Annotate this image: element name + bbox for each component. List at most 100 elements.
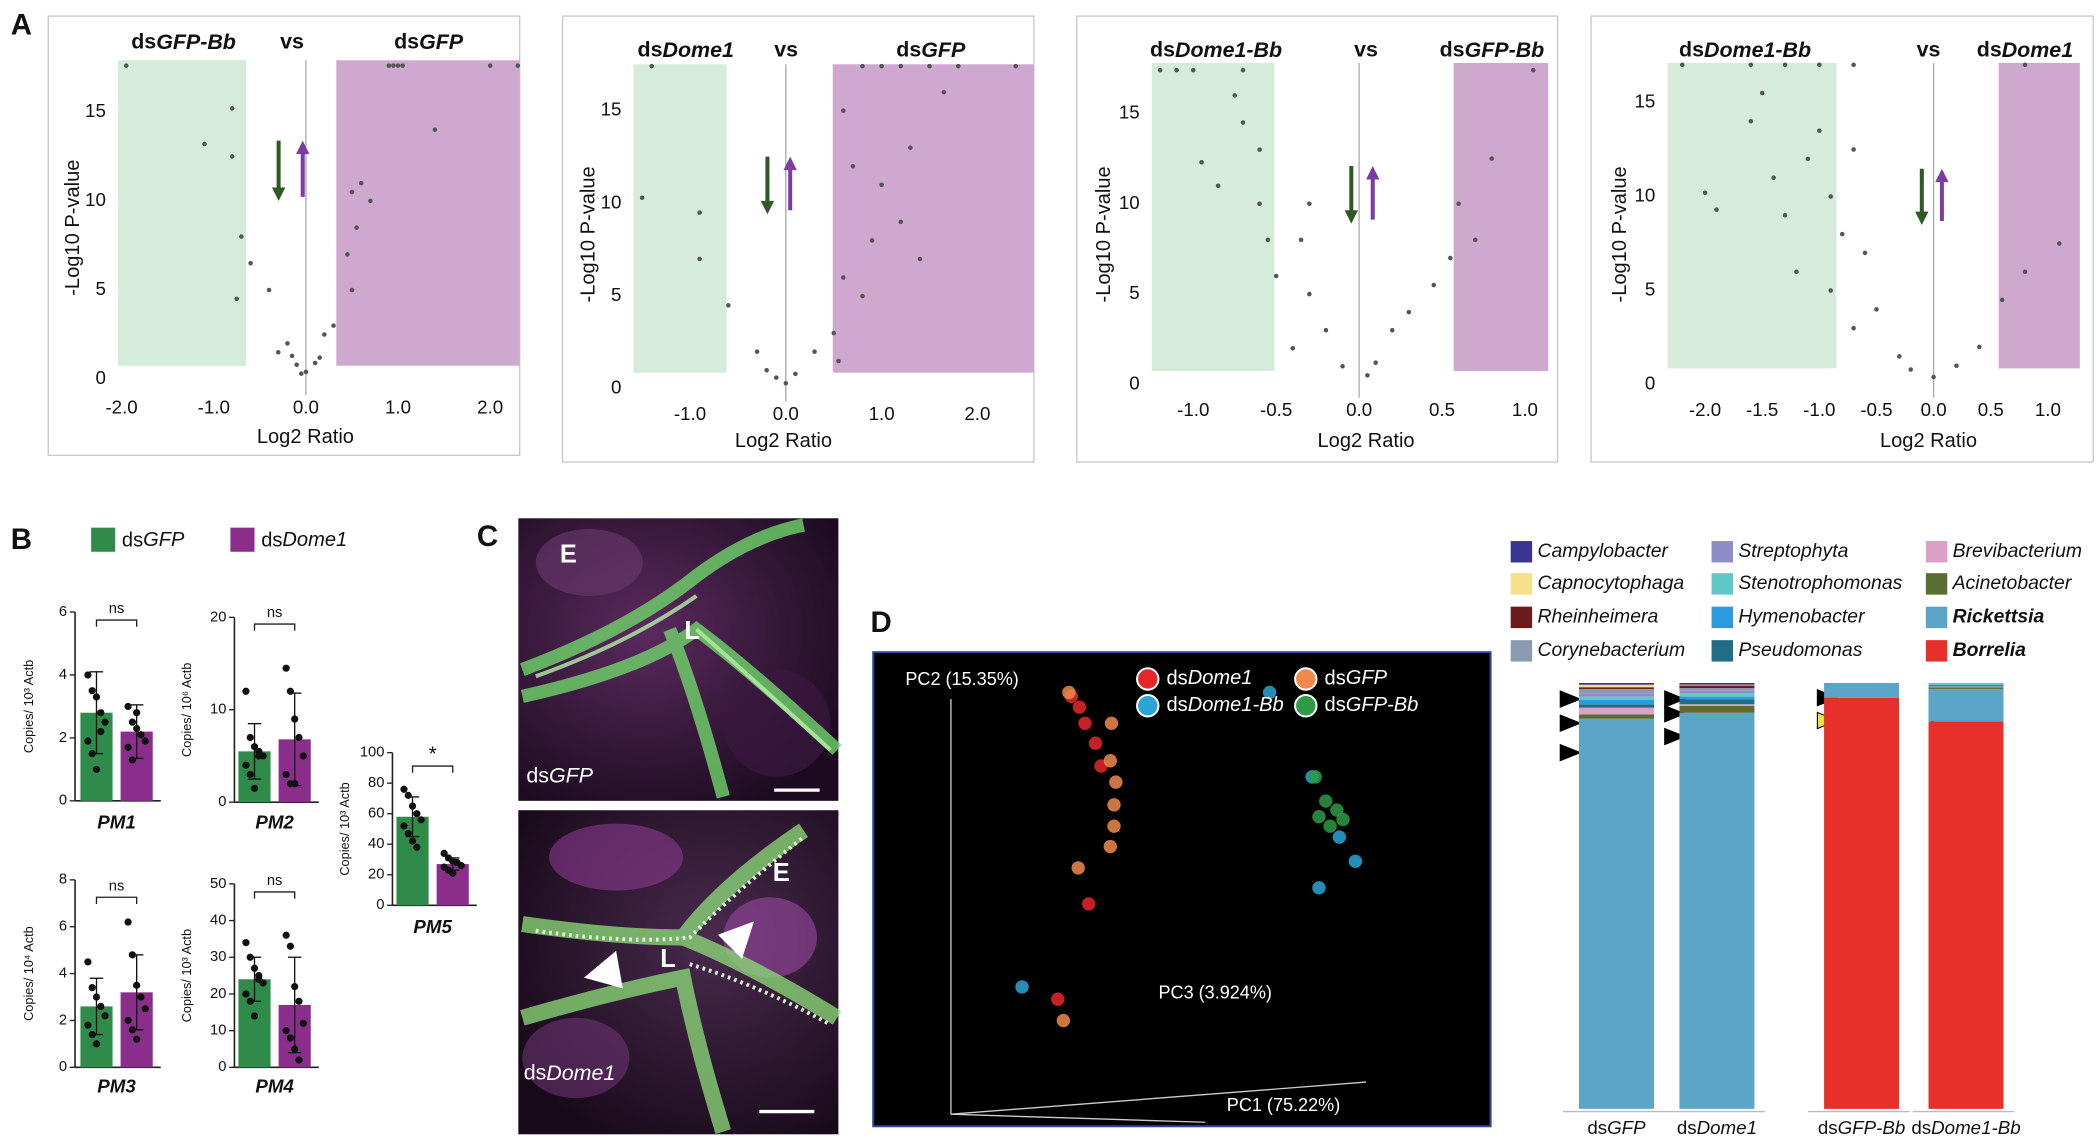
x-tick-label: -1.0 [1803,399,1835,420]
title-middle: vs [1917,38,1941,62]
data-point [908,145,913,151]
x-axis-label: Log2 Ratio [1317,430,1414,452]
data-point [860,293,865,299]
legend-swatch [230,527,255,552]
dot [246,953,254,961]
significance-bracket [253,623,296,631]
data-point [812,349,817,354]
data-point [697,210,702,215]
dot [101,1012,109,1020]
bar-segment [1928,721,2004,1109]
y-tick-label: 15 [601,99,622,120]
dot [97,709,105,717]
title-left: dsDome1-Bb [1679,38,1811,62]
dot [92,1040,101,1048]
data-point [1307,201,1312,207]
data-point [783,380,789,386]
y-tick-label: 0 [1645,373,1655,394]
legend-label: Brevibacterium [1953,540,2082,562]
data-point [1714,207,1719,212]
legend-label: dsGFP-Bb [1325,694,1419,716]
x-axis-label: Log2 Ratio [735,430,832,452]
italic-part: GFP [143,529,185,551]
pca-point [1015,980,1029,994]
x-tick-label: -1.0 [198,396,230,417]
italic-part: Dome1 [282,529,347,551]
data-point [1240,120,1246,125]
dot [137,731,145,739]
title-right: dsGFP-Bb [1440,38,1545,62]
legend-label: dsDome1 [1167,667,1253,689]
x-axis-label: Log2 Ratio [257,426,354,448]
bar-segment [1679,693,1755,697]
dot [282,1027,290,1035]
legend-label: Acinetobacter [1952,572,2073,594]
data-point [1931,374,1936,380]
pca-axis [950,1113,1206,1123]
pca-point [1062,685,1076,700]
y-tick-label: 100 [360,745,385,761]
bar-segment [1578,682,1654,685]
dot [97,1002,105,1011]
data-point [1748,62,1754,68]
legend-swatch [1711,640,1733,662]
pca-point [1104,716,1119,730]
italic-part: GFP-Bb [1346,694,1419,716]
dot [84,737,92,745]
bar-segment [1679,705,1755,713]
dot [400,822,408,830]
data-point [1954,363,1959,369]
data-point [1406,309,1412,315]
significance: * [429,744,437,766]
data-point [1782,213,1788,218]
legend-swatch [1510,606,1533,629]
legend-label: Stenotrophomonas [1738,572,1902,594]
legend-swatch [1711,573,1733,595]
data-point [879,182,884,188]
dot [242,938,250,947]
y-axis-label: Copies/ 10³ Actb [179,929,194,1022]
italic-part: GFP [1607,1117,1646,1138]
data-point [123,63,129,68]
pca-point [1103,839,1117,854]
legend-label: Pseudomonas [1738,639,1862,661]
italic-part: Dome1 [1188,667,1253,689]
data-point [836,358,841,364]
legend-label: Rickettsia [1953,605,2045,627]
y-tick-label: 10 [210,702,226,718]
data-point [349,287,355,293]
data-point [391,63,396,68]
data-point [754,349,760,354]
y-axis-label: Copies/ 10⁴ Actb [21,926,36,1021]
image-label: E [560,540,577,568]
pca-point [1051,992,1065,1006]
dot [457,861,465,870]
dot [250,743,259,751]
data-point [831,330,836,336]
legend-swatch [1510,640,1533,662]
pca-point [1103,754,1117,768]
y-tick-label: 0 [59,1059,67,1075]
significance-bracket [411,765,454,773]
data-point [1215,183,1221,189]
chart-title: PM3 [97,1075,136,1096]
legend-swatch [1136,667,1160,691]
data-point [764,367,769,373]
data-point [368,198,373,204]
dot [255,752,263,760]
data-point [515,63,521,68]
legend-label: Capnocytophaga [1537,572,1684,594]
italic-part: GFP [1346,667,1388,689]
data-point [386,63,392,68]
data-point [1323,327,1329,333]
data-point [1298,237,1304,243]
data-point [1828,194,1834,199]
data-point [312,360,318,366]
italic-part: GFP-Bb [1838,1117,1906,1138]
data-point [1472,237,1478,243]
y-tick-label: 20 [368,867,384,883]
data-point [1702,190,1708,196]
bar-segment [1679,688,1755,691]
dot [250,1012,259,1020]
